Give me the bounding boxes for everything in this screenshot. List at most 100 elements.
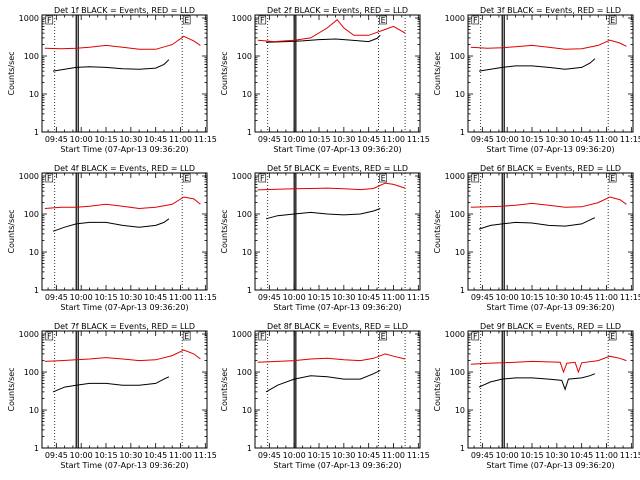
x-axis-label: Start Time (07-Apr-13 09:36:20) bbox=[486, 303, 614, 312]
marker-label-box bbox=[379, 331, 387, 341]
y-tick-label: 1000 bbox=[232, 330, 252, 339]
x-tick-label: 11:00 bbox=[595, 135, 618, 144]
panel-title: Det 3f BLACK = Events, RED = LLD bbox=[480, 6, 621, 15]
x-tick-label: 11:15 bbox=[407, 135, 430, 144]
y-axis-label: Counts/sec bbox=[220, 367, 229, 411]
x-tick-label: 11:15 bbox=[194, 135, 217, 144]
plot-frame bbox=[41, 172, 208, 291]
x-tick-label: 10:15 bbox=[94, 451, 117, 460]
marker-label-box bbox=[45, 173, 54, 183]
y-tick-label: 1 bbox=[460, 128, 465, 137]
series-events-line bbox=[478, 373, 596, 391]
x-tick-label: 10:00 bbox=[283, 135, 306, 144]
marker-label-box bbox=[471, 173, 480, 183]
plot-frame bbox=[467, 14, 634, 133]
marker-label-box bbox=[182, 173, 191, 183]
series-events-line bbox=[52, 376, 170, 393]
panel-title: Det 9f BLACK = Events, RED = LLD bbox=[480, 322, 621, 331]
x-tick-label: 10:15 bbox=[520, 135, 543, 144]
marker-label-box bbox=[608, 173, 617, 183]
plot-frame bbox=[254, 330, 421, 449]
marker-label-box bbox=[258, 331, 267, 341]
x-tick-label: 11:00 bbox=[382, 293, 405, 302]
y-axis-label: Counts/sec bbox=[7, 209, 16, 253]
y-tick-label: 1000 bbox=[445, 330, 465, 339]
x-tick-label: 10:00 bbox=[70, 293, 93, 302]
marker-label: F bbox=[473, 174, 478, 183]
y-tick-label: 10 bbox=[29, 248, 39, 257]
panel-det-1f: Det 1f BLACK = Events, RED = LLD 1 10 100 10… bbox=[7, 6, 217, 154]
x-tick-label: 10:15 bbox=[307, 135, 330, 144]
series-lld-line bbox=[44, 35, 201, 50]
marker-label-box bbox=[471, 331, 480, 341]
series-lld-line bbox=[470, 355, 627, 374]
marker-label: E bbox=[381, 174, 386, 183]
series-events-line bbox=[478, 217, 596, 230]
x-tick-label: 10:45 bbox=[357, 451, 380, 460]
marker-label-box bbox=[45, 15, 54, 25]
y-tick-label: 1000 bbox=[232, 172, 252, 181]
x-tick-label: 11:15 bbox=[620, 293, 640, 302]
x-tick-label: 10:30 bbox=[332, 451, 355, 460]
x-tick-label: 10:15 bbox=[94, 135, 117, 144]
x-tick-label: 09:45 bbox=[471, 451, 494, 460]
marker-label: F bbox=[47, 174, 52, 183]
x-tick-label: 10:30 bbox=[119, 451, 142, 460]
x-tick-label: 10:45 bbox=[570, 451, 593, 460]
x-tick-label: 09:45 bbox=[258, 135, 281, 144]
x-tick-label: 10:00 bbox=[496, 135, 519, 144]
panel-title: Det 5f BLACK = Events, RED = LLD bbox=[267, 164, 408, 173]
x-tick-label: 11:15 bbox=[620, 135, 640, 144]
marker-label-box bbox=[258, 15, 267, 25]
x-tick-label: 11:00 bbox=[169, 293, 192, 302]
series-events-line bbox=[52, 218, 170, 232]
marker-label: F bbox=[260, 332, 265, 341]
plot-frame bbox=[254, 172, 421, 291]
marker-label-box bbox=[182, 15, 191, 25]
plot-frame bbox=[41, 330, 208, 449]
x-tick-label: 11:15 bbox=[620, 451, 640, 460]
marker-label: F bbox=[473, 16, 478, 25]
y-axis-label: Counts/sec bbox=[220, 51, 229, 95]
series-lld-line bbox=[257, 18, 406, 43]
x-tick-label: 11:00 bbox=[169, 135, 192, 144]
plot-frame bbox=[467, 330, 634, 449]
panel-det-6f: Det 6f BLACK = Events, RED = LLD 1 10 100 10… bbox=[433, 164, 640, 312]
y-tick-label: 1000 bbox=[445, 172, 465, 181]
y-tick-label: 10 bbox=[29, 406, 39, 415]
series-lld-line bbox=[470, 39, 627, 50]
marker-label-box bbox=[379, 173, 387, 183]
y-tick-label: 1000 bbox=[19, 14, 39, 23]
y-tick-label: 100 bbox=[24, 52, 39, 61]
y-axis-label: Counts/sec bbox=[433, 367, 442, 411]
marker-label: E bbox=[184, 332, 189, 341]
x-axis-label: Start Time (07-Apr-13 09:36:20) bbox=[273, 145, 401, 154]
marker-label-box bbox=[608, 15, 617, 25]
x-tick-label: 10:45 bbox=[357, 293, 380, 302]
y-tick-label: 100 bbox=[24, 368, 39, 377]
y-tick-label: 1 bbox=[34, 444, 39, 453]
panel-det-4f: Det 4f BLACK = Events, RED = LLD 1 10 100 10… bbox=[7, 164, 217, 312]
x-tick-label: 09:45 bbox=[258, 293, 281, 302]
y-tick-label: 1 bbox=[460, 444, 465, 453]
y-tick-label: 1 bbox=[247, 444, 252, 453]
x-axis-label: Start Time (07-Apr-13 09:36:20) bbox=[60, 145, 188, 154]
panel-title: Det 4f BLACK = Events, RED = LLD bbox=[54, 164, 195, 173]
x-tick-label: 09:45 bbox=[258, 451, 281, 460]
x-tick-label: 10:30 bbox=[545, 451, 568, 460]
y-tick-label: 100 bbox=[237, 368, 252, 377]
x-tick-label: 10:15 bbox=[520, 451, 543, 460]
y-tick-label: 10 bbox=[242, 406, 252, 415]
x-tick-label: 11:00 bbox=[595, 293, 618, 302]
y-tick-label: 10 bbox=[242, 248, 252, 257]
marker-label-box bbox=[45, 331, 54, 341]
marker-label-box bbox=[471, 15, 480, 25]
panel-det-7f: Det 7f BLACK = Events, RED = LLD 1 10 100 10… bbox=[7, 322, 217, 470]
x-tick-label: 10:30 bbox=[119, 135, 142, 144]
plot-frame bbox=[467, 172, 634, 291]
x-tick-label: 10:45 bbox=[144, 135, 167, 144]
x-tick-label: 11:15 bbox=[407, 451, 430, 460]
series-lld-line bbox=[44, 349, 201, 362]
panel-det-8f: Det 8f BLACK = Events, RED = LLD 1 10 100 10… bbox=[220, 322, 430, 470]
marker-label: F bbox=[260, 174, 265, 183]
